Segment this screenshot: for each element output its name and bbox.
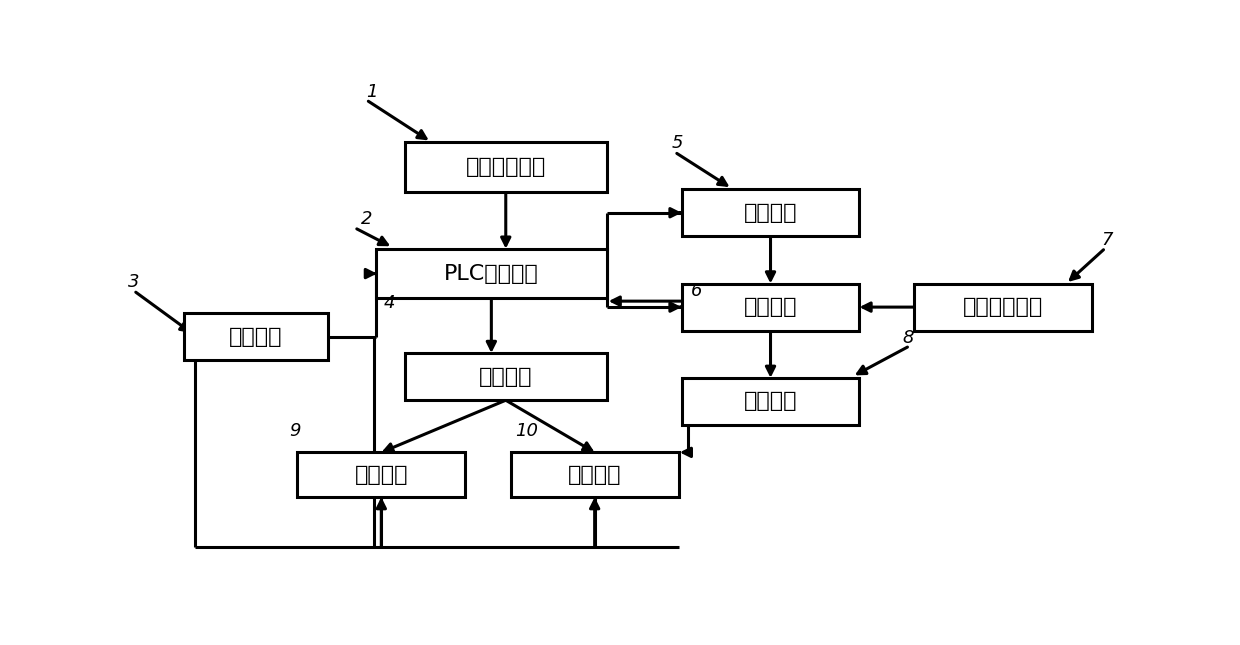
Text: 终端模块: 终端模块 (568, 464, 621, 485)
Bar (511, 452, 678, 497)
Text: 人机交互设备: 人机交互设备 (963, 297, 1043, 317)
Text: 9: 9 (289, 422, 301, 440)
Text: 2: 2 (361, 210, 372, 228)
Text: 7: 7 (1101, 231, 1114, 249)
Text: 4: 4 (383, 294, 396, 312)
Text: 存储模块: 存储模块 (744, 297, 797, 317)
Bar (914, 284, 1092, 331)
Text: 3: 3 (128, 273, 140, 291)
Bar (682, 284, 859, 331)
Text: 调整模块: 调整模块 (355, 464, 408, 485)
Text: 8: 8 (903, 329, 914, 347)
Bar (298, 452, 465, 497)
Bar (184, 313, 327, 361)
Bar (404, 353, 606, 400)
Text: 电源模块: 电源模块 (229, 327, 283, 347)
Text: 监控设备: 监控设备 (744, 203, 797, 223)
Text: 信号采集模块: 信号采集模块 (466, 157, 546, 177)
Text: PLC控制电路: PLC控制电路 (444, 264, 538, 284)
Bar (682, 378, 859, 425)
Text: 10: 10 (516, 422, 538, 440)
Text: 1: 1 (367, 83, 378, 101)
Text: 日志模块: 日志模块 (744, 392, 797, 412)
Bar (682, 189, 859, 236)
Text: 6: 6 (691, 282, 703, 300)
Bar (376, 249, 606, 299)
Text: 通信模块: 通信模块 (479, 366, 532, 386)
Bar (404, 142, 606, 192)
Text: 5: 5 (672, 134, 683, 152)
